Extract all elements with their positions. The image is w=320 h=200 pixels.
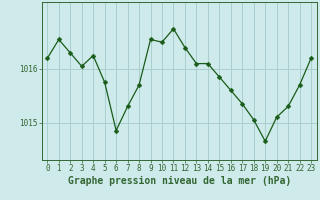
X-axis label: Graphe pression niveau de la mer (hPa): Graphe pression niveau de la mer (hPa) <box>68 176 291 186</box>
